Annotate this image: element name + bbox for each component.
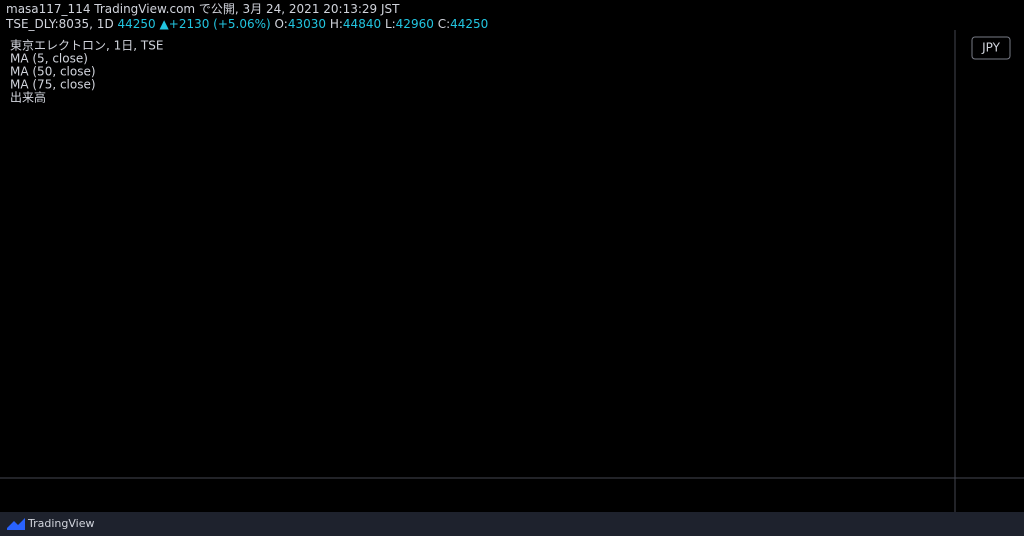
header: masa117_114 TradingView.com で公開, 3月 24, … [6,2,488,32]
footer: TradingView [0,512,1024,536]
change: +2130 (+5.06%) [168,17,271,31]
c: 44250 [450,17,489,31]
last: 44250 [117,17,156,31]
currency: JPY [981,41,1001,55]
currency-box[interactable] [971,36,1011,60]
symbol: TSE_DLY:8035, 1D [6,17,114,31]
brand: TradingView [28,517,95,530]
l-label: L: [384,17,396,31]
header-line: TSE_DLY:8035, 1D 44250 ▲+2130 (+5.06%) O… [6,17,488,32]
logo [7,518,25,530]
legend-ma: MA (75, close) [10,78,96,92]
legend-ma: MA (5, close) [10,52,88,66]
header-line: masa117_114 TradingView.com で公開, 3月 24, … [6,2,400,16]
o-label: O: [274,17,288,31]
h-label: H: [329,17,343,31]
legend-ma: MA (50, close) [10,65,96,79]
o: 43030 [287,17,327,31]
l: 42960 [395,17,434,31]
legend-volume: 出来高 [10,90,46,105]
h: 44840 [342,17,382,31]
chart: JPY 東京エレクトロン, 1日, TSE MA (5, close) MA (… [0,30,1024,512]
arrow: ▲ [159,17,169,31]
legend-title: 東京エレクトロン, 1日, TSE [10,39,163,53]
c-label: C: [437,17,451,31]
